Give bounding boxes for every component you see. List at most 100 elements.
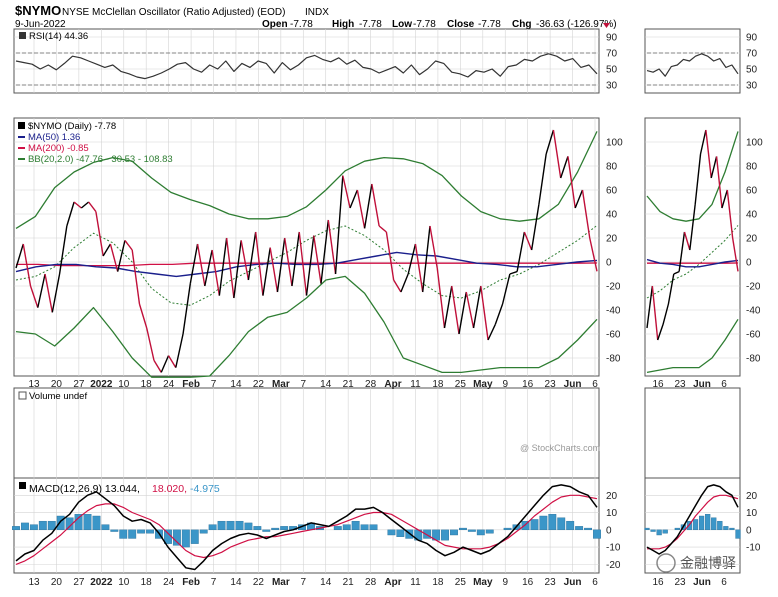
macd-y-tick: 10: [606, 508, 618, 519]
price-segment: [29, 285, 39, 308]
price-segment: [276, 237, 286, 293]
open-label: Open: [262, 19, 288, 30]
price-segment: [175, 333, 184, 368]
price-y-tick: -80: [606, 354, 621, 365]
rsi-legend: RSI(14) 44.36: [19, 31, 88, 42]
macd-hist-bar: [539, 515, 548, 531]
price-segment: [80, 201, 90, 209]
rsi-y-tick: 90: [606, 33, 618, 44]
price-segment: [284, 237, 293, 287]
price-segment: [501, 273, 511, 305]
x-tick-label: 11: [410, 577, 421, 588]
price-segment: [88, 201, 97, 213]
price-inset-segment: [646, 285, 654, 329]
x-tick-label: 22: [253, 379, 265, 390]
macd-hist-bar: [467, 529, 476, 532]
macd-hist-bar: [566, 520, 575, 531]
price-segment: [356, 189, 366, 229]
x-tick-label: 7: [300, 577, 306, 588]
macd-hist-bar: [38, 520, 47, 531]
macd-inset-y-tick: -10: [746, 543, 761, 554]
rsi-inset-line: [646, 53, 739, 77]
macd-signal-legend: 18.020,: [152, 483, 187, 495]
macd-inset-hist-bar: [723, 526, 729, 531]
macd-inset-hist-bar: [674, 527, 680, 531]
price-legend-label: $NYMO (Daily) -7.78: [28, 121, 116, 132]
price-inset-segment: [699, 129, 707, 155]
bb-upper-line: [15, 131, 598, 229]
macd-hist-bar: [584, 527, 593, 531]
inset-volume-panel: [644, 387, 741, 479]
price-inset-segment: [715, 156, 723, 209]
price-segment: [138, 303, 148, 329]
wechat-icon: [656, 553, 676, 573]
price-segment: [342, 175, 351, 209]
price-segment: [400, 273, 409, 293]
macd-hist-bar: [485, 529, 494, 534]
macd-inset-hist-bar: [705, 514, 711, 531]
price-legend-swatch: [18, 122, 25, 129]
high-label: High: [332, 19, 354, 30]
x-tick-label: 13: [28, 577, 40, 588]
macd-hist-bar: [65, 517, 74, 531]
rsi-inset-y-tick: 50: [746, 65, 758, 76]
x-tick-label: Apr: [384, 379, 401, 390]
macd-inset-line: [646, 484, 739, 555]
macd-hist-bar: [137, 529, 146, 534]
x-tick-label: 7: [211, 577, 217, 588]
price-segment: [487, 324, 496, 341]
x-tick-label: 27: [73, 577, 85, 588]
macd-y-tick: 20: [606, 491, 618, 502]
price-segment: [574, 189, 584, 209]
macd-hist-bar: [181, 529, 190, 548]
price-inset-y-tick: -60: [746, 330, 761, 341]
price-y-tick: 0: [606, 258, 612, 269]
price-segment: [58, 225, 68, 275]
price-inset-segment: [694, 153, 702, 205]
x-tick-label: 24: [163, 577, 175, 588]
x-tick-label: 11: [410, 379, 421, 390]
price-segment: [516, 231, 526, 272]
price-segment: [560, 156, 569, 179]
macd-hist-bar: [271, 527, 280, 531]
macd-inset-hist-bar: [711, 517, 717, 531]
price-segment: [218, 237, 228, 296]
low-label: Low: [392, 19, 412, 30]
macd-hist-bar: [244, 522, 253, 531]
x-tick-label: May: [473, 577, 493, 588]
price-segment: [472, 285, 482, 329]
chart-exchange: INDX: [305, 7, 329, 18]
close-label: Close: [447, 19, 475, 30]
price-segment: [291, 231, 300, 287]
price-segment: [429, 225, 438, 269]
x-tick-label: 28: [365, 577, 377, 588]
wechat-watermark: 金融博驿: [656, 553, 736, 573]
price-segment: [167, 355, 177, 368]
watermark-text: 金融博驿: [680, 555, 736, 571]
bb-legend-label: BB(20,2.0) -47.76 - 30.53 - 108.83: [28, 154, 173, 165]
ma200-line: [16, 262, 598, 267]
price-segment: [385, 231, 395, 281]
macd-y-tick: 0: [606, 525, 612, 536]
ma50-inset-line: [646, 258, 739, 268]
macd-inset-signal-line: [647, 494, 739, 550]
inset-x-tick-label: 16: [652, 379, 664, 390]
price-inset-y-tick: 40: [746, 210, 758, 221]
price-inset-y-tick: 100: [746, 138, 763, 149]
macd-hist-bar: [503, 527, 512, 531]
macd-hist-bar: [342, 524, 351, 531]
price-segment: [102, 243, 112, 257]
price-inset-segment: [726, 189, 734, 239]
rsi-inset-y-tick: 30: [746, 81, 758, 92]
price-segment: [509, 270, 518, 275]
volume-legend: Volume undef: [18, 391, 87, 402]
price-inset-y-tick: -20: [746, 282, 761, 293]
price-segment: [189, 243, 199, 284]
x-tick-label: 16: [522, 379, 534, 390]
x-tick-label: 16: [522, 577, 534, 588]
macd-inset-hist-bar: [717, 520, 723, 531]
price-segment: [523, 231, 533, 251]
down-arrow-icon: [603, 23, 610, 28]
high-value: -7.78: [359, 19, 382, 30]
macd-hist-bar: [593, 529, 601, 539]
